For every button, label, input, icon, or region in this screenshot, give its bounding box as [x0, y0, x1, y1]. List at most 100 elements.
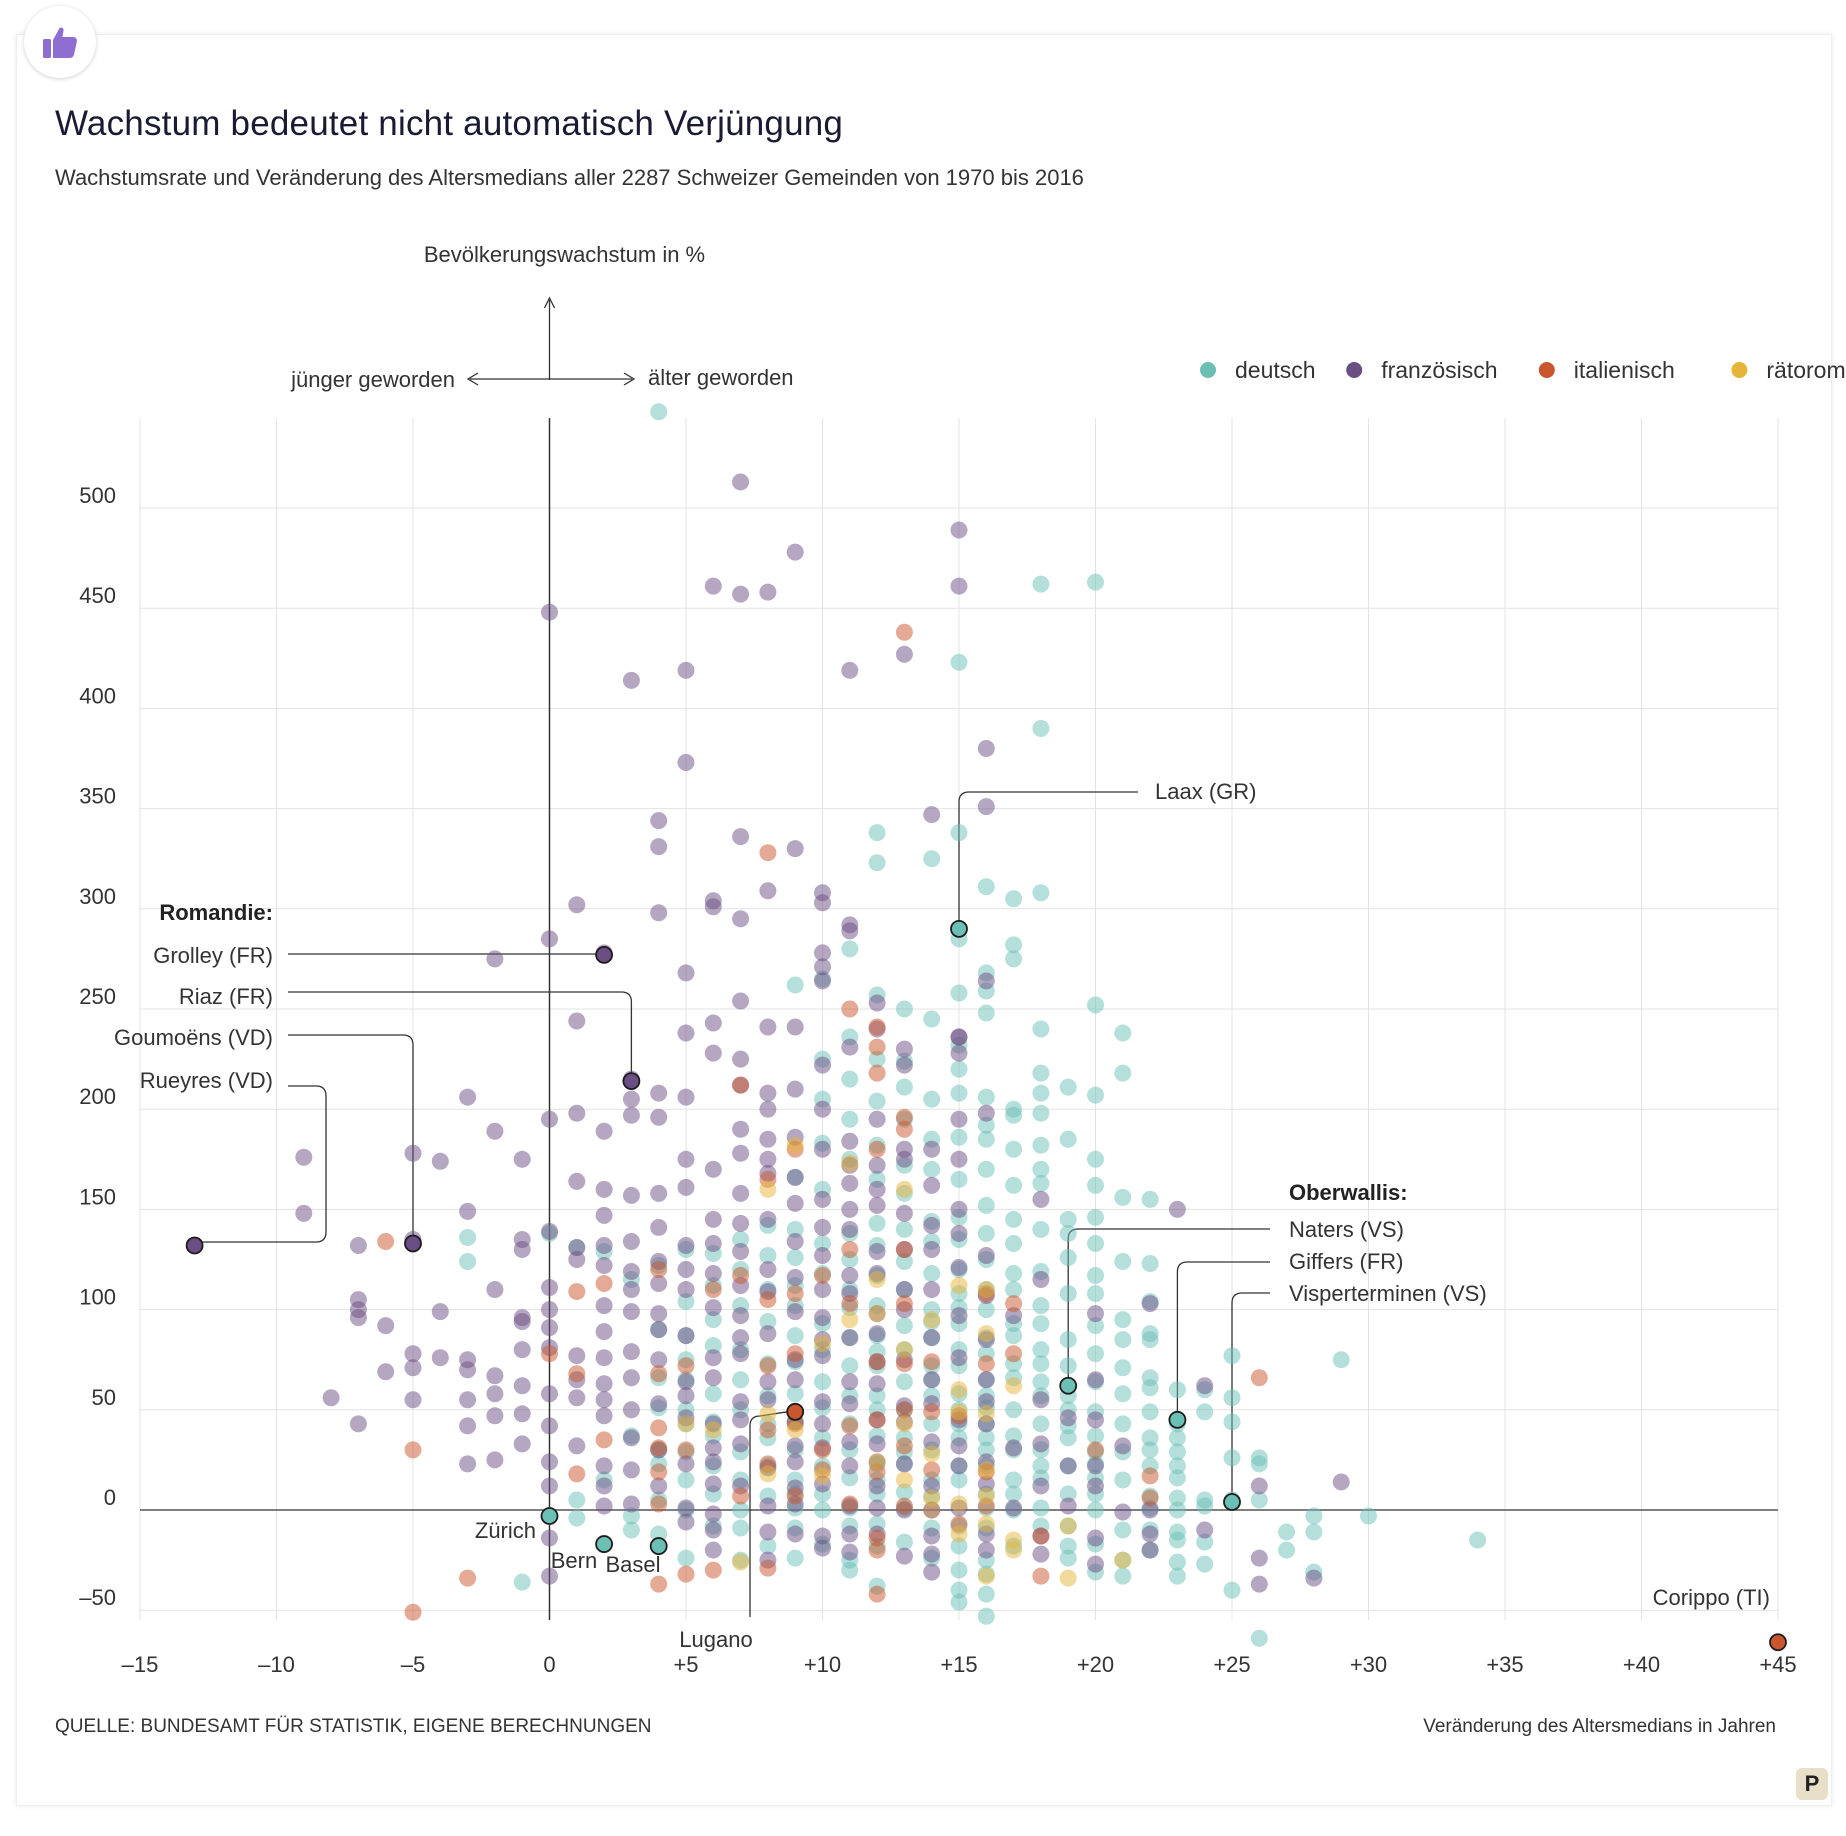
data-point	[1114, 1064, 1132, 1082]
data-point	[1250, 1477, 1268, 1495]
data-point	[1032, 884, 1050, 902]
data-point	[1141, 1489, 1159, 1507]
data-point	[568, 1365, 586, 1383]
data-point	[923, 1489, 941, 1507]
data-point	[650, 1108, 668, 1126]
data-point	[1114, 1567, 1132, 1585]
data-point	[1005, 1265, 1023, 1283]
data-point	[404, 1441, 422, 1459]
data-point	[732, 1214, 750, 1232]
data-point	[568, 1347, 586, 1365]
data-point	[513, 1240, 531, 1258]
data-point	[1114, 1521, 1132, 1539]
data-point	[1005, 1345, 1023, 1363]
data-point	[759, 1150, 777, 1168]
data-point	[868, 1214, 886, 1232]
data-point	[1032, 1477, 1050, 1495]
data-point	[541, 1417, 558, 1435]
data-point	[1114, 1359, 1132, 1377]
legend-swatch	[1346, 362, 1363, 378]
data-point	[595, 1257, 613, 1275]
data-point	[923, 1563, 941, 1581]
x-tick-label: +5	[673, 1652, 698, 1677]
data-point	[1087, 1267, 1104, 1285]
data-point	[895, 1355, 913, 1373]
data-point	[568, 1283, 586, 1301]
data-point	[1196, 1377, 1214, 1395]
data-point	[650, 904, 668, 922]
data-point	[1032, 1315, 1050, 1333]
data-point	[868, 1180, 886, 1198]
data-point	[786, 1018, 804, 1036]
data-point	[677, 1513, 695, 1531]
data-point	[650, 1495, 668, 1513]
data-point	[895, 1455, 913, 1473]
data-point	[759, 1421, 777, 1439]
data-point	[1059, 1357, 1077, 1375]
data-point	[677, 1441, 695, 1459]
data-point	[868, 1242, 886, 1260]
data-point	[622, 1461, 640, 1479]
data-point	[732, 1345, 750, 1363]
data-point	[841, 1395, 859, 1413]
data-point	[977, 1355, 995, 1373]
data-point	[1141, 1429, 1159, 1447]
data-point	[759, 1497, 777, 1515]
data-point	[704, 1421, 722, 1439]
data-point	[568, 1509, 586, 1527]
leader-riaz	[288, 991, 633, 1074]
data-point	[977, 1585, 995, 1603]
data-point	[622, 1090, 640, 1108]
older-label: älter geworden	[648, 365, 794, 390]
data-point	[622, 671, 640, 689]
data-point	[1087, 1457, 1104, 1475]
data-point	[1032, 1435, 1050, 1453]
data-point	[541, 1279, 558, 1297]
data-point	[1223, 1413, 1241, 1431]
legend-label: rätoromanisch	[1766, 357, 1846, 383]
data-point	[895, 623, 913, 641]
data-point	[1059, 1517, 1077, 1535]
data-point	[1114, 1551, 1132, 1569]
data-point	[759, 1373, 777, 1391]
data-point	[677, 1327, 695, 1345]
data-point	[677, 1088, 695, 1106]
data-point	[814, 944, 831, 962]
data-point	[677, 1499, 695, 1517]
data-point	[1087, 1208, 1104, 1226]
data-point	[841, 1311, 859, 1329]
data-point	[1250, 1491, 1268, 1509]
data-point	[650, 1218, 668, 1236]
data-point	[513, 1573, 531, 1591]
data-point	[404, 1391, 422, 1409]
data-point	[759, 1084, 777, 1102]
data-point	[459, 1202, 477, 1220]
data-point	[622, 1281, 640, 1299]
data-point	[1032, 1160, 1050, 1178]
data-point	[732, 1144, 750, 1162]
data-point	[1032, 1084, 1050, 1102]
data-point	[895, 1056, 913, 1074]
data-point	[895, 1040, 913, 1058]
thumbs-up-button[interactable]	[24, 6, 96, 78]
highlighted-point	[595, 1535, 613, 1553]
data-point	[732, 1120, 750, 1138]
data-point	[650, 1365, 668, 1383]
data-point	[1087, 1411, 1104, 1429]
data-point	[1032, 1271, 1050, 1289]
data-point	[650, 1419, 668, 1437]
legend-swatch	[1200, 362, 1216, 378]
data-point	[786, 1549, 804, 1567]
data-point	[895, 1497, 913, 1515]
data-point	[1141, 1501, 1159, 1519]
data-point	[895, 1437, 913, 1455]
data-point	[814, 1309, 831, 1327]
data-point	[541, 1345, 558, 1363]
data-point	[1168, 1429, 1186, 1447]
data-point	[759, 583, 777, 601]
data-point	[1005, 1499, 1023, 1517]
x-tick-label: –5	[401, 1652, 425, 1677]
data-point	[595, 1431, 613, 1449]
data-point	[1032, 1355, 1050, 1373]
data-point	[841, 922, 859, 940]
